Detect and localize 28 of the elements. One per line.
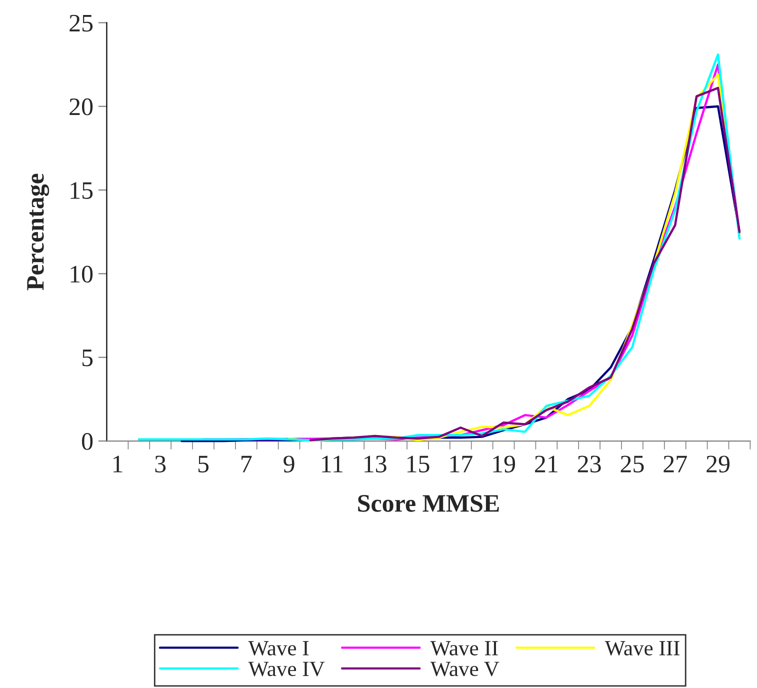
legend-label: Wave IV bbox=[248, 662, 325, 676]
x-tick-label: 17 bbox=[450, 456, 472, 472]
legend-label: Wave II bbox=[430, 641, 498, 656]
x-tick-label: 9 bbox=[284, 456, 294, 472]
x-tick-label: 23 bbox=[578, 456, 601, 472]
legend-label: Wave V bbox=[430, 662, 500, 676]
legend-label: Wave III bbox=[604, 641, 680, 656]
y-tick-label: 0 bbox=[82, 433, 93, 450]
y-tick-label: 20 bbox=[70, 98, 93, 116]
x-axis-title: Score MMSE bbox=[358, 495, 499, 512]
x-tick-label: 3 bbox=[155, 456, 166, 472]
x-tick-label: 15 bbox=[407, 456, 430, 472]
y-tick-label: 25 bbox=[70, 14, 93, 32]
y-tick-label: 5 bbox=[82, 350, 93, 366]
x-tick-label: 7 bbox=[242, 456, 252, 472]
x-tick-label: 29 bbox=[706, 456, 730, 472]
y-tick-label: 10 bbox=[70, 266, 93, 283]
x-tick-label: 5 bbox=[198, 456, 209, 472]
y-axis-title: Percentage bbox=[27, 174, 50, 290]
x-tick-label: 13 bbox=[364, 456, 386, 472]
x-tick-label: 21 bbox=[535, 456, 558, 472]
y-tick-label: 15 bbox=[70, 182, 93, 199]
legend-label: Wave I bbox=[248, 641, 309, 656]
x-tick-label: 27 bbox=[664, 456, 687, 472]
x-tick-label: 19 bbox=[493, 456, 516, 472]
x-tick-label: 25 bbox=[620, 456, 644, 472]
x-tick-label: 11 bbox=[322, 456, 342, 472]
x-tick-label: 1 bbox=[113, 456, 122, 472]
